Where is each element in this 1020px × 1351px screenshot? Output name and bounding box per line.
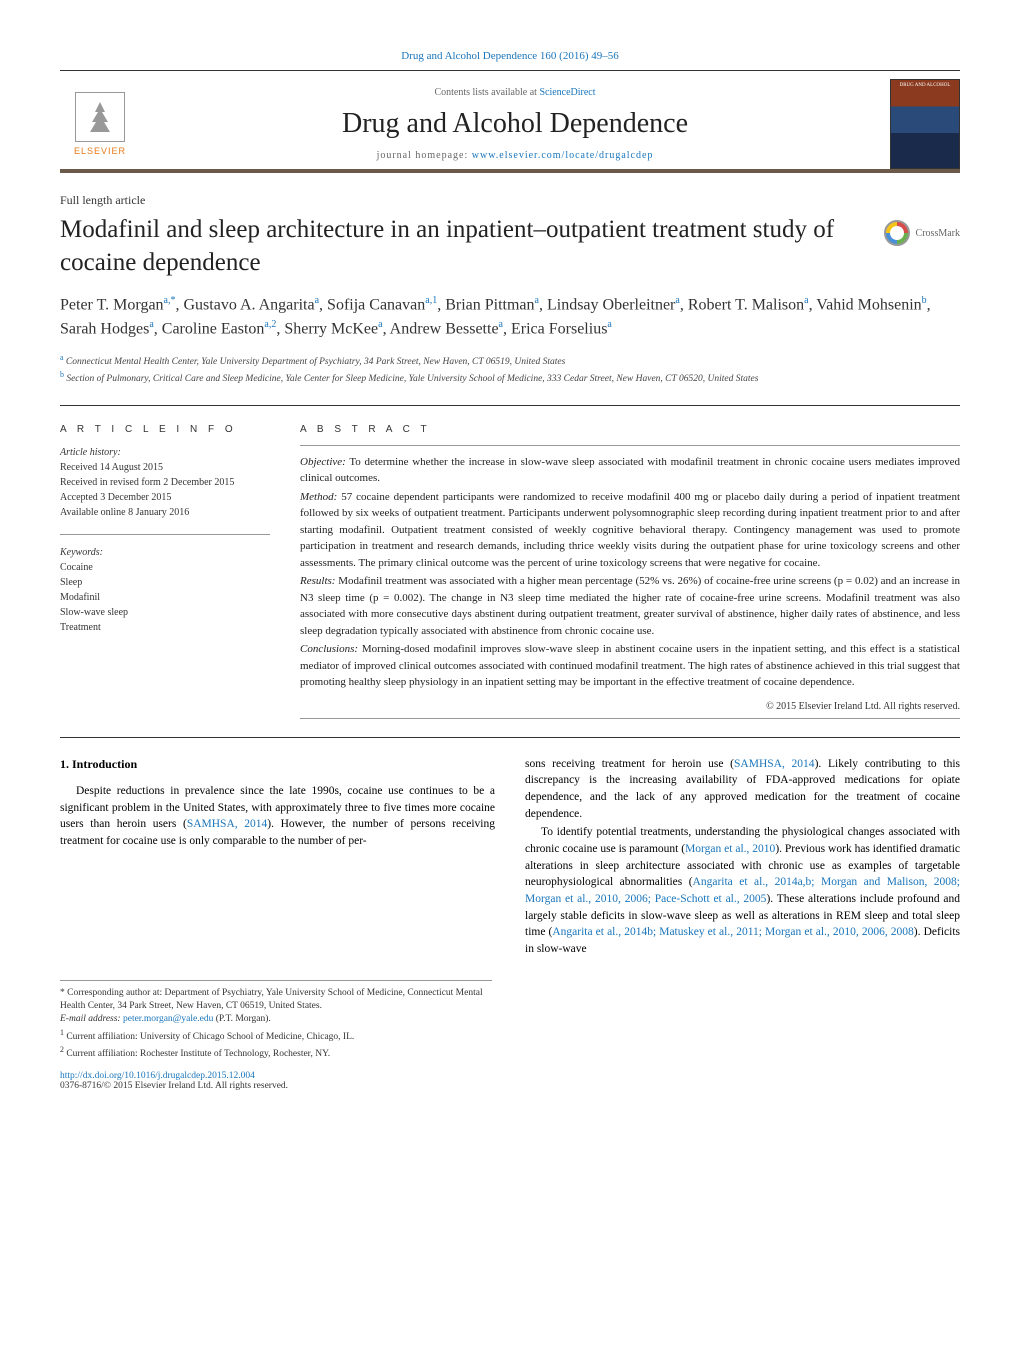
author: , Andrew Bessette [383,321,499,338]
author: , Sofija Canavan [319,296,425,313]
divider [300,445,960,446]
footnote-sup: 2 [60,1045,64,1054]
citation-header: Drug and Alcohol Dependence 160 (2016) 4… [60,50,960,62]
citation-link[interactable]: Angarita et al., 2014b; Matuskey et al.,… [552,926,913,938]
affil-sup: b [60,370,64,379]
keyword: Slow-wave sleep [60,605,270,620]
abstract-heading: A B S T R A C T [300,424,960,435]
abstract-method: 57 cocaine dependent participants were r… [300,491,960,569]
article-type: Full length article [60,193,960,208]
sciencedirect-link[interactable]: ScienceDirect [539,87,595,98]
crossmark-label: CrossMark [916,228,960,239]
abstract-objective: To determine whether the increase in slo… [300,456,960,485]
homepage-link[interactable]: www.elsevier.com/locate/drugalcdep [472,150,654,161]
citation-link[interactable]: SAMHSA, 2014 [187,818,267,830]
author: , Caroline Easton [154,321,265,338]
divider [300,718,960,719]
author-sup: a,2 [264,319,276,330]
divider [60,534,270,535]
email-suffix: (P.T. Morgan). [213,1014,270,1024]
body-paragraph: Despite reductions in prevalence since t… [60,783,495,850]
homepage-prefix: journal homepage: [377,150,472,161]
keyword: Modafinil [60,590,270,605]
body-paragraph: sons receiving treatment for heroin use … [525,756,960,823]
body-paragraph: To identify potential treatments, unders… [525,824,960,957]
author: , Gustavo A. Angarita [176,296,315,313]
keywords-label: Keywords: [60,545,270,560]
abstract-method-label: Method: [300,491,337,503]
author-list: Peter T. Morgana,*, Gustavo A. Angarita a… [60,293,960,342]
keyword: Treatment [60,620,270,635]
citation-link[interactable]: SAMHSA, 2014 [734,758,815,770]
author: Peter T. Morgan [60,296,164,313]
history-received: Received 14 August 2015 [60,460,270,475]
author-sup: a [607,319,611,330]
history-accepted: Accepted 3 December 2015 [60,490,270,505]
body-right-column: sons receiving treatment for heroin use … [525,756,960,960]
body-text: sons receiving treatment for heroin use … [525,758,734,770]
footnote-1: Current affiliation: University of Chica… [66,1032,354,1042]
corresponding-author: * Corresponding author at: Department of… [60,987,492,1014]
abstract-copyright: © 2015 Elsevier Ireland Ltd. All rights … [300,701,960,712]
divider [60,737,960,738]
citation-link[interactable]: Morgan et al., 2010 [685,843,775,855]
author: , Vahid Mohsenin [809,296,922,313]
author-sup: a,* [164,295,176,306]
footnote-2: Current affiliation: Rochester Institute… [66,1049,330,1059]
author: , Sherry McKee [276,321,378,338]
journal-homepage: journal homepage: www.elsevier.com/locat… [160,150,870,161]
history-online: Available online 8 January 2016 [60,505,270,520]
keywords-block: Keywords: Cocaine Sleep Modafinil Slow-w… [60,545,270,635]
journal-name: Drug and Alcohol Dependence [160,108,870,140]
abstract-objective-label: Objective: [300,456,346,468]
author-sup: a,1 [425,295,437,306]
abstract-conclusions-label: Conclusions: [300,643,358,655]
footnotes: * Corresponding author at: Department of… [60,980,492,1062]
article-history: Article history: Received 14 August 2015… [60,445,270,520]
email-label: E-mail address: [60,1014,123,1024]
body-left-column: 1. Introduction Despite reductions in pr… [60,756,495,960]
crossmark-icon [884,220,910,246]
email-link[interactable]: peter.morgan@yale.edu [123,1014,213,1024]
keyword: Sleep [60,575,270,590]
abstract-results-label: Results: [300,575,335,587]
journal-header-box: ELSEVIER Contents lists available at Sci… [60,70,960,173]
history-label: Article history: [60,445,270,460]
doi-link[interactable]: http://dx.doi.org/10.1016/j.drugalcdep.2… [60,1071,960,1081]
elsevier-text: ELSEVIER [74,146,126,156]
author: , Erica Forselius [503,321,607,338]
divider [60,405,960,406]
abstract-conclusions: Morning-dosed modafinil improves slow-wa… [300,643,960,688]
author: , Robert T. Malison [680,296,804,313]
author: , Lindsay Oberleitner [539,296,675,313]
crossmark-badge[interactable]: CrossMark [884,220,960,246]
affil-sup: a [60,353,64,362]
author: , Brian Pittman [437,296,534,313]
journal-cover-thumbnail: DRUG AND ALCOHOL [890,79,960,169]
affiliations: a Connecticut Mental Health Center, Yale… [60,352,960,387]
contents-available: Contents lists available at ScienceDirec… [160,87,870,98]
history-revised: Received in revised form 2 December 2015 [60,475,270,490]
abstract-text: Objective: To determine whether the incr… [300,454,960,691]
affiliation-a: Connecticut Mental Health Center, Yale U… [66,357,565,367]
footnote-sup: 1 [60,1028,64,1037]
issn-copyright: 0376-8716/© 2015 Elsevier Ireland Ltd. A… [60,1081,960,1091]
abstract-results: Modafinil treatment was associated with … [300,575,960,637]
intro-heading: 1. Introduction [60,756,495,773]
keyword: Cocaine [60,560,270,575]
article-info-heading: A R T I C L E I N F O [60,424,270,435]
elsevier-logo: ELSEVIER [60,79,140,169]
affiliation-b: Section of Pulmonary, Critical Care and … [66,374,758,384]
contents-prefix: Contents lists available at [434,87,539,98]
article-title: Modafinil and sleep architecture in an i… [60,214,864,279]
elsevier-tree-icon [75,92,125,142]
